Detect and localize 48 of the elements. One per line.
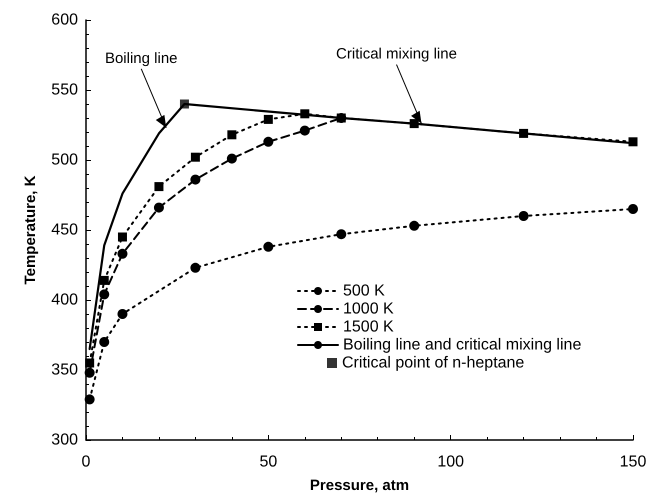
y-tick-label: 600	[51, 12, 78, 28]
point	[180, 100, 189, 108]
point	[628, 137, 638, 146]
point	[190, 174, 200, 185]
point	[628, 204, 638, 214]
y-tick-label: 300	[51, 432, 78, 448]
point	[336, 229, 346, 240]
point	[118, 232, 127, 242]
y-tick-label: 400	[51, 292, 78, 308]
point	[117, 309, 128, 319]
point	[518, 211, 529, 221]
y-tick-label: 550	[51, 82, 78, 98]
annotation: Critical mixing line	[336, 46, 457, 63]
point	[300, 109, 310, 118]
x-tick-label: 150	[620, 454, 646, 470]
x-tick-label: 50	[259, 454, 278, 470]
legend-label: 1500 K	[343, 318, 394, 336]
point	[226, 154, 237, 164]
y-tick-label: 350	[51, 362, 78, 378]
x-axis-title: Pressure, atm	[310, 477, 410, 493]
y-tick-label: 450	[51, 222, 78, 238]
y-axis-title: Temperature, K	[22, 175, 39, 284]
y-tick-label: 500	[51, 152, 78, 168]
legend-label: Boiling line and critical mixing line	[343, 336, 582, 354]
x-tick-label: 100	[437, 454, 464, 470]
point	[84, 368, 95, 378]
legend-label: 1000 K	[343, 300, 394, 318]
point	[410, 119, 419, 128]
legend-label: 500 K	[343, 282, 386, 300]
point	[154, 202, 164, 213]
point	[154, 182, 164, 192]
point	[84, 394, 95, 404]
point	[519, 128, 528, 138]
point	[99, 289, 110, 300]
point	[117, 248, 128, 259]
point	[263, 136, 274, 147]
annotation: Boiling line	[104, 50, 178, 67]
legend-label: Critical point of n-heptane	[342, 354, 524, 372]
point	[227, 130, 236, 140]
point	[264, 114, 273, 124]
x-tick-label: 0	[82, 454, 91, 470]
point	[190, 152, 200, 162]
point	[190, 262, 200, 273]
point	[99, 337, 110, 347]
point	[263, 242, 274, 252]
point	[300, 126, 310, 136]
point	[409, 220, 420, 231]
point	[100, 276, 109, 285]
